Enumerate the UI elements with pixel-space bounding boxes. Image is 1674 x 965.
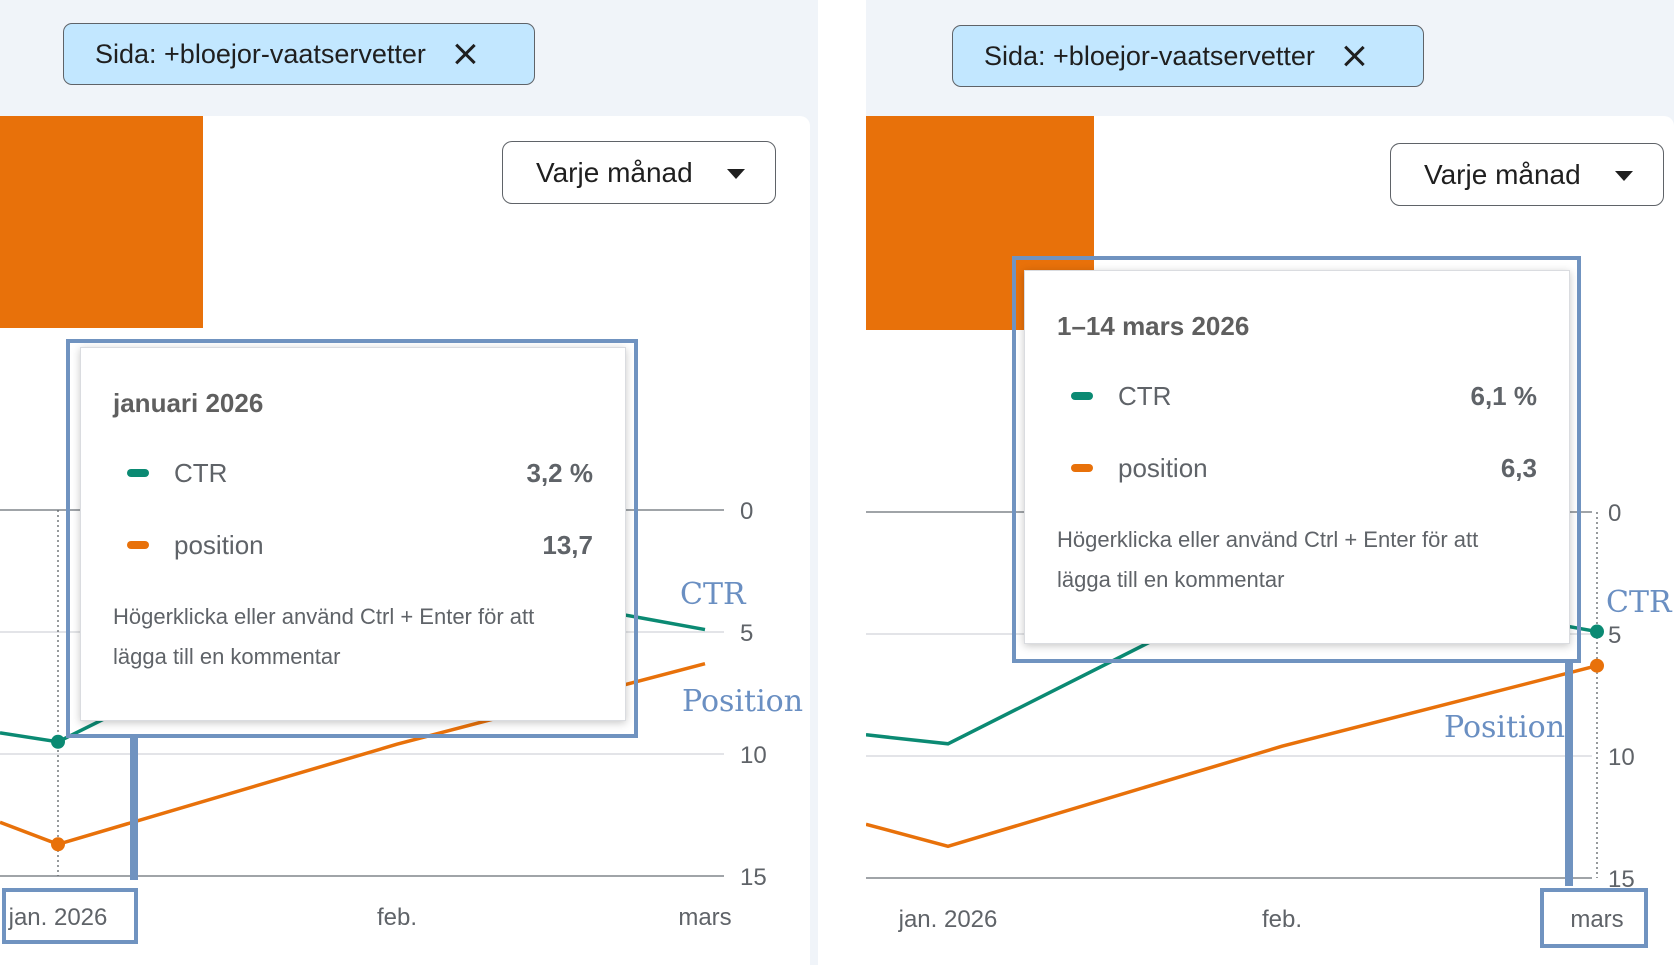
period-dropdown-label: Varje månad: [536, 156, 693, 188]
y-tick-label: 0: [740, 498, 753, 525]
x-tick-label: mars: [1570, 906, 1623, 933]
ctr-annotation: CTR: [680, 577, 746, 612]
y-tick-label: 10: [1608, 744, 1635, 771]
chart-tooltip: januari 2026 CTR 3,2 % position 13,7 Hög…: [80, 347, 626, 721]
period-dropdown[interactable]: Varje månad: [1390, 143, 1664, 206]
x-tick-label: jan. 2026: [898, 906, 998, 933]
y-tick-label: 5: [740, 620, 753, 647]
tooltip-position-value: 13,7: [542, 530, 593, 560]
tooltip-ctr-label: CTR: [174, 458, 228, 488]
tooltip-title: 1–14 mars 2026: [1057, 311, 1250, 341]
right-panel: Sida: +bloejor-vaatservetter Varje månad…: [866, 0, 1674, 965]
data-point-ctr: [51, 734, 65, 749]
orange-block: [0, 116, 203, 328]
position-annotation: Position: [1444, 710, 1566, 745]
series-line-position: [866, 664, 1598, 849]
tooltip-position-label: position: [174, 530, 264, 560]
tooltip-row-position: position 13,7: [81, 527, 625, 567]
chart-tooltip: 1–14 mars 2026 CTR 6,1 % position 6,3 Hö…: [1024, 270, 1570, 644]
period-dropdown[interactable]: Varje månad: [502, 141, 776, 204]
y-tick-label: 5: [1608, 622, 1621, 649]
tooltip-highlight-box: [66, 339, 638, 738]
filter-chip-label: Sida: +bloejor-vaatservetter: [95, 38, 426, 69]
tooltip-highlight-box: [1012, 256, 1581, 663]
period-dropdown-label: Varje månad: [1424, 158, 1581, 190]
tooltip-row-position: position 6,3: [1025, 450, 1569, 490]
position-legend-dash: [1071, 464, 1093, 472]
left-panel: Sida: +bloejor-vaatservetter Varje månad…: [0, 0, 818, 965]
tooltip-ctr-value: 6,1 %: [1470, 381, 1538, 411]
tooltip-row-ctr: CTR 6,1 %: [1025, 378, 1569, 418]
y-tick-label: 10: [740, 742, 767, 769]
tooltip-ctr-value: 3,2 %: [526, 458, 594, 488]
data-point-position: [51, 837, 65, 852]
ctr-legend-dash: [1071, 392, 1093, 400]
tooltip-ctr-label: CTR: [1118, 381, 1172, 411]
filter-chip[interactable]: Sida: +bloejor-vaatservetter: [952, 25, 1424, 87]
x-tick-label: mars: [678, 904, 731, 931]
caret-down-icon: [1615, 171, 1633, 181]
x-label-highlight-box: [2, 888, 138, 944]
filter-chip[interactable]: Sida: +bloejor-vaatservetter: [63, 23, 535, 85]
x-tick-label: feb.: [1262, 906, 1302, 933]
tooltip-hint: Högerklicka eller använd Ctrl + Enter fö…: [113, 604, 535, 669]
y-tick-label: 0: [1608, 500, 1621, 527]
ctr-annotation: CTR: [1606, 585, 1672, 620]
ctr-legend-dash: [127, 469, 149, 477]
tooltip-title: januari 2026: [113, 388, 264, 418]
highlight-connector: [1565, 662, 1573, 886]
x-label-highlight-box: [1540, 888, 1648, 948]
data-point-position: [1590, 658, 1604, 673]
position-legend-dash: [127, 541, 149, 549]
filter-chip-label: Sida: +bloejor-vaatservetter: [984, 40, 1315, 71]
caret-down-icon: [727, 169, 745, 179]
tooltip-hint: Högerklicka eller använd Ctrl + Enter fö…: [1057, 527, 1479, 592]
tooltip-row-ctr: CTR 3,2 %: [81, 455, 625, 495]
y-tick-label: 15: [740, 864, 767, 891]
tooltip-position-value: 6,3: [1500, 453, 1537, 483]
highlight-connector: [130, 738, 138, 880]
tooltip-position-label: position: [1118, 453, 1208, 483]
panel-divider: [818, 0, 866, 965]
x-tick-label: jan. 2026: [8, 904, 108, 931]
x-tick-label: feb.: [377, 904, 417, 931]
data-point-ctr: [1590, 624, 1604, 639]
position-annotation: Position: [682, 684, 804, 719]
